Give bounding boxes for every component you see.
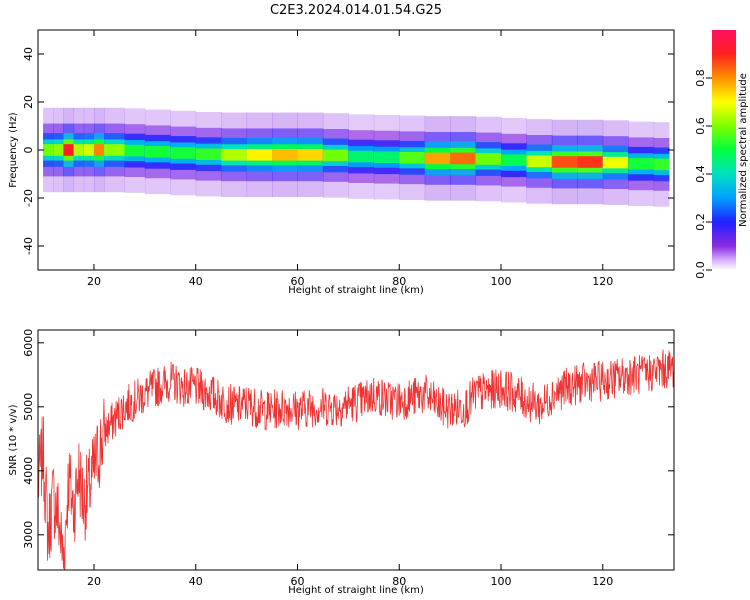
ridge-cell [628, 157, 655, 170]
y-tick-label: 40 [22, 47, 35, 61]
y-tick-label: 0 [22, 147, 35, 154]
spectrogram-ylabel: Frequency (Hz) [8, 112, 19, 188]
x-tick-label: 120 [592, 275, 613, 288]
snr-panel: 20 40 60 80 100 120 3000 4000 5000 6000 Height of… [8, 329, 675, 596]
spectrogram-panel: 20 40 60 80 100 120 40 20 0 -20 -40 Height of stra… [8, 29, 675, 296]
colorbar-tick-label: 0.0 [694, 261, 707, 279]
colorbar-tick-label: 0.2 [694, 213, 707, 231]
ridge-cell [526, 155, 553, 168]
ridge-cell [475, 153, 502, 165]
colorbar-tick-label: 0.6 [694, 117, 707, 135]
x-tick-label: 60 [290, 575, 304, 588]
snr-series [38, 349, 674, 570]
colorbar: 0.0 0.2 0.4 0.6 0.8 Normalized spectral ampl… [694, 30, 749, 279]
ridge-cell [221, 148, 248, 161]
ridge-cell [501, 154, 527, 167]
ridge-cell [450, 152, 477, 165]
figure-title: C2E3.2024.014.01.54.G25 [270, 3, 442, 18]
snr-ylabel: SNR (10 * v/v) [8, 404, 19, 475]
ridge-cell [272, 148, 298, 161]
x-tick-label: 100 [491, 275, 512, 288]
x-tick-label: 80 [392, 575, 406, 588]
ridge-cell [322, 149, 349, 162]
spectral-ridge [43, 107, 670, 207]
ridge-cell [551, 156, 578, 168]
snr-frame [37, 329, 675, 571]
colorbar-label: Normalized spectral amplitude [738, 73, 749, 227]
ridge-cell [577, 156, 604, 168]
ridge-cell [297, 148, 324, 161]
snr-ticks: 20 40 60 80 100 120 3000 4000 5000 6000 [22, 329, 674, 588]
y-tick-label: -20 [22, 189, 35, 207]
ridge-cell [348, 150, 375, 163]
spectrogram-ticks: 20 40 60 80 100 120 40 20 0 -20 -40 [22, 30, 674, 288]
ridge-cell [246, 148, 273, 161]
ridge-cell [195, 148, 222, 161]
x-tick-label: 120 [592, 575, 613, 588]
spectrogram-xlabel: Height of straight line (km) [288, 285, 424, 296]
ridge-cell [83, 144, 95, 156]
ridge-cell [602, 156, 629, 169]
snr-line [38, 349, 674, 570]
colorbar-tick-label: 0.4 [694, 165, 707, 183]
ridge-cell [399, 151, 426, 164]
y-tick-label: 5000 [22, 393, 35, 421]
y-tick-label: 3000 [22, 521, 35, 549]
ridge-cell [124, 144, 146, 157]
ridge-cell [53, 144, 64, 156]
colorbar-tick-label: 0.8 [694, 69, 707, 87]
x-tick-label: 20 [87, 275, 101, 288]
ridge-cell [104, 144, 125, 156]
x-tick-label: 100 [491, 575, 512, 588]
snr-xlabel: Height of straight line (km) [288, 585, 424, 596]
y-tick-label: 4000 [22, 457, 35, 485]
y-tick-label: -40 [22, 237, 35, 255]
ridge-cell [73, 144, 85, 156]
ridge-cell [63, 144, 75, 156]
y-tick-label: 20 [22, 95, 35, 109]
x-tick-label: 80 [392, 275, 406, 288]
ridge-cell [373, 151, 400, 164]
ridge-cell [93, 144, 105, 156]
x-tick-label: 40 [189, 275, 203, 288]
ridge-cell [653, 158, 670, 171]
y-tick-label: 6000 [22, 329, 35, 357]
colorbar-gradient [712, 30, 736, 270]
x-tick-label: 40 [189, 575, 203, 588]
ridge-cell [144, 145, 171, 158]
ridge-cell [170, 147, 197, 159]
ridge-cell [424, 152, 451, 165]
x-tick-label: 20 [87, 575, 101, 588]
ridge-cell [43, 144, 54, 156]
x-tick-label: 60 [290, 275, 304, 288]
colorbar-ticks: 0.0 0.2 0.4 0.6 0.8 [694, 69, 712, 279]
